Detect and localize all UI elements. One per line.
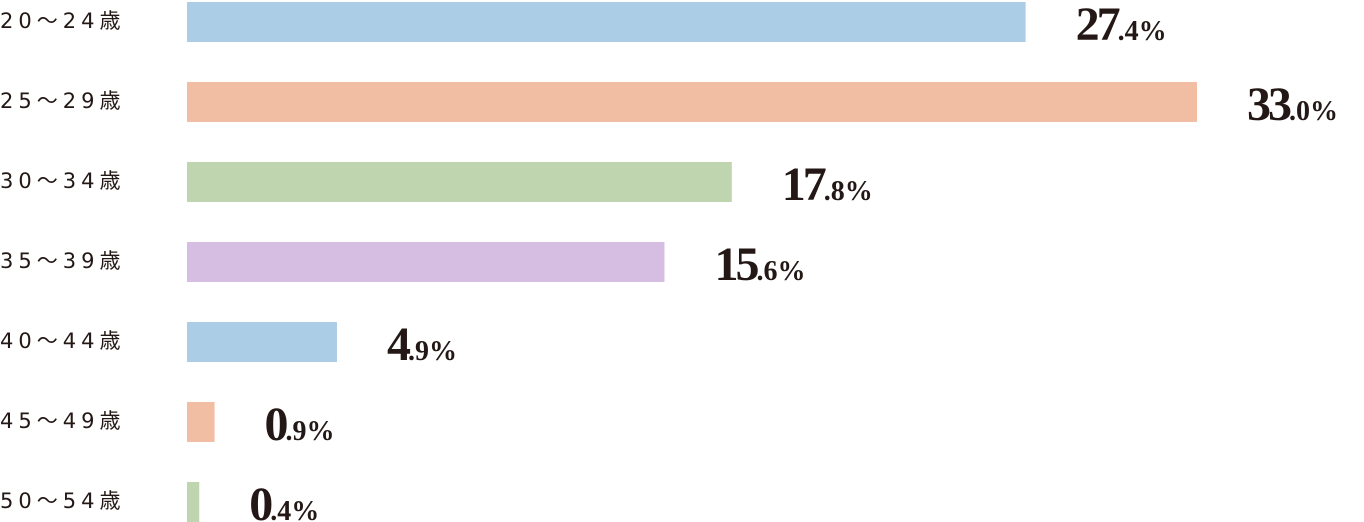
category-label: 45～49歳	[0, 409, 125, 433]
category-label: 20～24歳	[0, 9, 125, 33]
category-label: 25～29歳	[0, 89, 125, 113]
bar	[187, 82, 1197, 122]
bar	[187, 162, 732, 202]
category-label: 40～44歳	[0, 329, 125, 353]
bar	[187, 482, 200, 522]
value-label: 33.0%	[1247, 78, 1338, 131]
bar	[187, 322, 337, 362]
category-label: 35～39歳	[0, 249, 125, 273]
value-label: 15.6%	[714, 238, 805, 291]
bar	[187, 242, 665, 282]
value-label: 17.8%	[782, 158, 873, 211]
value-label: 27.4%	[1076, 0, 1167, 51]
category-label: 50～54歳	[0, 489, 125, 513]
bar	[187, 2, 1026, 42]
category-label: 30～34歳	[0, 169, 125, 193]
value-label: 0.4%	[249, 478, 319, 522]
value-label: 4.9%	[387, 318, 457, 371]
bar	[187, 402, 215, 442]
value-label: 0.9%	[265, 398, 335, 451]
